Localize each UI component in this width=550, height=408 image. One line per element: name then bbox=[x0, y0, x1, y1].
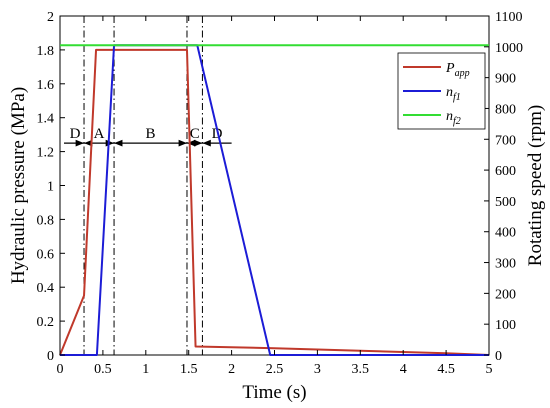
legend-entry-label: nf1 bbox=[446, 85, 461, 103]
series-lines bbox=[59, 44, 490, 356]
phase-label: D bbox=[70, 126, 81, 142]
y-tick-label: 0.2 bbox=[37, 315, 55, 330]
x-tick-label: 4.5 bbox=[437, 362, 455, 377]
x-tick-label: 5 bbox=[486, 362, 493, 377]
legend-entry-label: nf2 bbox=[446, 109, 461, 127]
y2-axis-label: Rotating speed (rpm) bbox=[525, 105, 546, 266]
x-tick-label: 3.5 bbox=[352, 362, 370, 377]
y2-tick-label: 0 bbox=[495, 349, 502, 364]
y2-tick-label: 600 bbox=[495, 164, 516, 179]
x-tick-label: 2 bbox=[228, 362, 235, 377]
legend: Papp nf1 nf2 bbox=[397, 52, 486, 130]
x-tick-label: 2.5 bbox=[266, 362, 284, 377]
y-tick-label: 0.6 bbox=[37, 247, 55, 262]
y-tick-label: 0.4 bbox=[37, 281, 55, 296]
y-tick-label: 1.2 bbox=[37, 146, 55, 161]
y2-tick-label: 300 bbox=[495, 257, 516, 272]
y-tick-label: 0 bbox=[47, 349, 54, 364]
y-tick-label: 1 bbox=[47, 180, 54, 195]
y-tick-label: 1.8 bbox=[37, 44, 55, 59]
y2-tick-label: 700 bbox=[495, 133, 516, 148]
phase-label: C bbox=[190, 126, 200, 142]
x-axis-label: Time (s) bbox=[242, 382, 306, 403]
phase-label: A bbox=[94, 126, 105, 142]
axis-ticks: 0 0.5 1 1.5 2 2.5 3 3.5 4 4.5 500.20.40.60.811.21.… bbox=[37, 10, 524, 377]
x-tick-label: 3 bbox=[314, 362, 321, 377]
phase-label: B bbox=[146, 126, 156, 142]
y-tick-label: 0.8 bbox=[37, 213, 55, 228]
y2-tick-label: 800 bbox=[495, 102, 516, 117]
x-tick-label: 1 bbox=[142, 362, 149, 377]
y-tick-label: 1.4 bbox=[37, 112, 55, 127]
y2-tick-label: 400 bbox=[495, 226, 516, 241]
x-tick-label: 1.5 bbox=[180, 362, 198, 377]
y2-tick-label: 500 bbox=[495, 195, 516, 210]
x-tick-label: 4 bbox=[400, 362, 407, 377]
y2-tick-label: 1000 bbox=[495, 41, 523, 56]
y2-tick-label: 1100 bbox=[495, 10, 522, 25]
y-tick-label: 1.6 bbox=[37, 78, 55, 93]
y2-tick-label: 900 bbox=[495, 72, 516, 87]
x-tick-label: 0.5 bbox=[94, 362, 112, 377]
legend-entry-label: Papp bbox=[445, 61, 470, 79]
y-axis-label: Hydraulic pressure (MPa) bbox=[8, 87, 29, 284]
y-tick-label: 2 bbox=[47, 10, 54, 25]
x-tick-label: 0 bbox=[57, 362, 64, 377]
series-line-P-app bbox=[59, 48, 490, 356]
phase-label: D bbox=[212, 126, 223, 142]
y2-tick-label: 200 bbox=[495, 287, 516, 302]
y2-tick-label: 100 bbox=[495, 318, 516, 333]
